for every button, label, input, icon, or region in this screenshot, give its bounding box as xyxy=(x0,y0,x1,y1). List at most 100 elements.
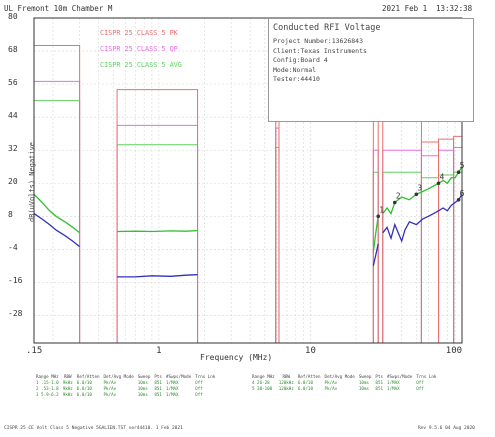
marker-point xyxy=(456,197,461,202)
table-row: 1 .15-1.0 9kHz 6.0/10 Pk/Av 10ms 851 1/MAX Off xyxy=(34,379,217,385)
scan-table-right: Range MHz RBW Ref/Atten Det/Avg Mode Sweep Pt… xyxy=(250,373,438,391)
table-header-cell: Det/Avg Mode xyxy=(103,373,134,379)
x-axis-label: Frequency (MHz) xyxy=(200,353,273,362)
table-header-cell: #Swps/Mode xyxy=(165,373,192,379)
table-cell: Pk/Av xyxy=(103,379,117,385)
table-cell: 10ms xyxy=(137,385,148,391)
table-header-cell: Ref/Atten xyxy=(76,373,100,379)
header-title: UL Fremont 10m Chamber M xyxy=(4,4,113,13)
table-cell: Pk/Av xyxy=(324,379,338,385)
x-tick-label: 1 xyxy=(156,346,162,356)
table-cell: 851 xyxy=(375,385,383,391)
table-cell: 10ms xyxy=(137,379,148,385)
limit-line-avg xyxy=(33,100,81,343)
table-header-cell: Sweep xyxy=(137,373,151,379)
y-tick-label: -4 xyxy=(8,243,18,253)
table-cell: 120kHz xyxy=(278,385,294,391)
table-cell: 1/MAX xyxy=(387,379,400,385)
table-cell: 10ms xyxy=(358,379,369,385)
limit-line-avg xyxy=(438,174,455,343)
limit-line-pk xyxy=(116,89,199,343)
table-cell: Off xyxy=(416,385,424,391)
table-cell: 1/MAX xyxy=(165,391,179,397)
marker-point xyxy=(456,170,461,175)
trace-peak xyxy=(382,166,463,216)
marker-label: 1 xyxy=(379,205,384,214)
y-tick-label: -16 xyxy=(8,276,23,286)
info-line: Config:Board 4 xyxy=(273,56,328,64)
trace-average xyxy=(372,243,379,267)
table-cell: 9kHz xyxy=(62,391,73,397)
trace-average xyxy=(382,193,463,244)
table-cell: Off xyxy=(195,385,203,391)
table-cell: 6.0/10 xyxy=(297,379,313,385)
footer-right: Rev 9.5.6 04 Aug 2020 xyxy=(418,426,475,431)
table-cell: 10ms xyxy=(137,391,148,397)
scan-table-left: Range MHz RBW Ref/Atten Det/Avg Mode Sweep Pt… xyxy=(34,373,217,397)
trace-average xyxy=(33,213,81,248)
table-cell: 1 .15-1.0 xyxy=(36,379,59,385)
marker-point xyxy=(414,192,419,197)
y-tick-label: -28 xyxy=(8,309,23,319)
info-line: Mode:Normal xyxy=(273,65,317,74)
x-tick-label: 100 xyxy=(445,346,463,356)
table-cell: 1/MAX xyxy=(165,379,179,385)
marker-point xyxy=(376,214,381,219)
table-cell: Off xyxy=(416,379,424,385)
table-cell: Pk/Av xyxy=(324,385,338,391)
table-header-cell: Det/Avg Mode xyxy=(324,373,355,379)
table-header-cell: Pts xyxy=(154,373,162,379)
header-date: 2021 Feb 1 xyxy=(382,4,428,13)
y-tick-label: 44 xyxy=(8,111,18,121)
table-cell: 1/MAX xyxy=(165,385,179,391)
info-line: Project Number:13626843 xyxy=(273,37,364,45)
y-tick-label: 56 xyxy=(8,78,18,88)
table-cell: 9kHz xyxy=(62,385,73,391)
table-header-cell: Range MHz xyxy=(36,373,59,379)
info-line: Client:Texas Instruments xyxy=(273,46,367,55)
table-row: 5 30-108 120kHz 6.0/10 Pk/Av 10ms 851 1/MAX Off xyxy=(250,385,438,391)
table-header-cell: Trns Lnk xyxy=(195,373,216,379)
header-time: 13:32:38 xyxy=(436,4,473,13)
info-title: Conducted RFI Voltage xyxy=(273,23,381,33)
limit-line-pk xyxy=(438,138,455,343)
y-axis-label: dB(uVolts) Negative xyxy=(28,141,36,223)
legend-avg: CISPR 25 CLASS 5 AVG xyxy=(100,61,182,69)
trace-average xyxy=(117,274,198,278)
table-cell: 851 xyxy=(154,391,162,397)
table-header-cell: RBW xyxy=(63,373,72,379)
table-cell: 5 30-108 xyxy=(252,385,273,391)
limit-line-qp xyxy=(33,80,81,343)
trace-peak xyxy=(33,193,81,234)
marker-point xyxy=(392,200,397,205)
limit-line-avg xyxy=(116,144,199,343)
table-cell: 851 xyxy=(375,379,383,385)
table-cell: 3 5.9-6.2 xyxy=(36,391,59,397)
table-cell: 2 .53-1.8 xyxy=(36,385,59,391)
table-cell: Off xyxy=(195,391,203,397)
y-tick-label: 80 xyxy=(8,12,18,21)
table-cell: 6.0/10 xyxy=(297,385,313,391)
y-tick-label: 32 xyxy=(8,144,18,154)
table-cell: 851 xyxy=(154,385,162,391)
table-header-cell: #Swps/Mode xyxy=(387,373,413,379)
limit-line-avg xyxy=(420,177,440,343)
table-cell: Off xyxy=(195,379,203,385)
table-cell: 6.0/10 xyxy=(76,391,92,397)
table-header-cell: Trns Lnk xyxy=(416,373,437,379)
limit-line-qp xyxy=(453,146,463,343)
table-row: 2 .53-1.8 9kHz 6.0/10 Pk/Av 10ms 851 1/MAX Off xyxy=(34,385,217,391)
limit-line-pk xyxy=(420,141,440,343)
table-header-cell: Range MHz xyxy=(252,373,275,379)
table-header-cell: Sweep xyxy=(358,373,372,379)
x-tick-label: .15 xyxy=(26,346,43,356)
table-cell: Pk/Av xyxy=(103,385,117,391)
trace-peak xyxy=(117,229,198,233)
trace-peak xyxy=(372,216,379,253)
plot-frame xyxy=(33,17,463,344)
table-cell: 4 26-28 xyxy=(252,379,270,385)
table-cell: 6.0/10 xyxy=(76,379,92,385)
table-row: 3 5.9-6.2 9kHz 6.0/10 Pk/Av 10ms 851 1/MAX Off xyxy=(34,391,217,397)
limit-line-pk xyxy=(275,91,280,343)
